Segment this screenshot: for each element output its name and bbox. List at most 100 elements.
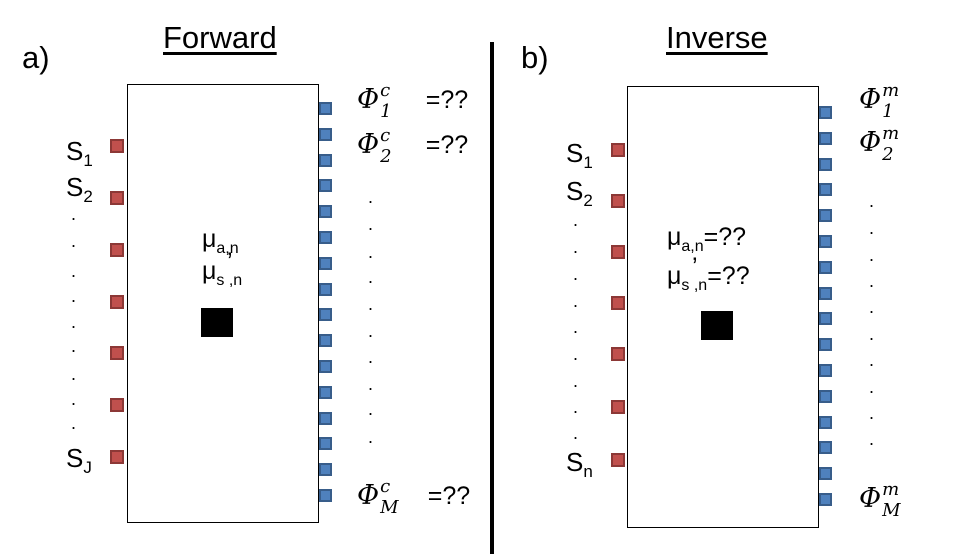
inverse-source-label-2: S2 [566, 178, 593, 214]
source-optode [611, 400, 625, 414]
inverse-source-label-1: S1 [566, 140, 593, 176]
detector-optode [819, 364, 832, 377]
source-subscript: J [83, 458, 92, 477]
detector-optode [819, 390, 832, 403]
detector-optode [819, 183, 832, 196]
forward-scattering-label: μs ,n [202, 258, 242, 294]
ellipsis-dot: . [573, 397, 579, 417]
detector-optode [319, 463, 332, 476]
phi-subscript: 1 [380, 101, 392, 122]
inverse-source-label-n: Sn [566, 449, 593, 485]
detector-optode [319, 334, 332, 347]
ellipsis-dot: . [869, 324, 875, 344]
detector-optode [819, 441, 832, 454]
phi-superscript: m [882, 80, 900, 101]
ellipsis-dot: . [573, 210, 579, 230]
mu-a-subscript: a,n [681, 238, 704, 255]
source-subscript: 1 [583, 153, 593, 172]
phi-symbol: Φ [357, 480, 380, 511]
source-optode [611, 296, 625, 310]
ellipsis-dot: . [573, 291, 579, 311]
detector-optode [319, 102, 332, 115]
ellipsis-dot: . [869, 297, 875, 317]
detector-optode [819, 467, 832, 480]
panel-label-b: b) [521, 40, 549, 75]
source-subscript: n [583, 462, 593, 481]
forward-source-label-1: S1 [66, 138, 93, 174]
ellipsis-dot: . [71, 261, 77, 281]
detector-optode [319, 128, 332, 141]
mu-a-value: =?? [703, 223, 747, 251]
detector-optode [319, 360, 332, 373]
source-optode [110, 295, 124, 309]
detector-optode [819, 158, 832, 171]
phi-subscript: 2 [882, 144, 894, 165]
forward-target-inclusion [201, 308, 233, 337]
ellipsis-dot: . [368, 427, 374, 447]
phi-symbol: Φ [859, 483, 882, 514]
forward-prime-mark: ’ [227, 248, 233, 276]
ellipsis-dot: . [869, 271, 875, 291]
panel-divider [490, 42, 494, 554]
detector-optode [319, 154, 332, 167]
forward-source-label-j: SJ [66, 445, 92, 481]
ellipsis-dot: . [368, 374, 374, 394]
source-letter: S [66, 172, 84, 202]
detector-optode [819, 106, 832, 119]
ellipsis-dot: . [573, 317, 579, 337]
source-letter: S [66, 443, 84, 473]
phi-subscript: 2 [380, 146, 392, 167]
detector-optode [319, 489, 332, 502]
inverse-medium-box [627, 86, 819, 528]
source-optode [110, 139, 124, 153]
detector-optode [819, 312, 832, 325]
panel-label-a: a) [22, 40, 50, 75]
ellipsis-dot: . [368, 399, 374, 419]
detector-optode [819, 416, 832, 429]
phi-symbol: Φ [357, 84, 380, 115]
phi-superscript: m [882, 479, 900, 500]
ellipsis-dot: . [71, 231, 77, 251]
detector-optode [819, 235, 832, 248]
phi-superscript: c [380, 125, 391, 146]
detector-optode [319, 179, 332, 192]
ellipsis-dot: . [869, 429, 875, 449]
detector-optode [319, 412, 332, 425]
phi-superscript: c [380, 476, 391, 497]
source-subscript: 2 [583, 191, 593, 210]
detector-optode [819, 261, 832, 274]
ellipsis-dot: . [71, 204, 77, 224]
mu-symbol: μ [202, 225, 217, 253]
ellipsis-dot: . [869, 245, 875, 265]
ellipsis-dot: . [71, 312, 77, 332]
detector-optode [319, 257, 332, 270]
phi-subscript: M [882, 500, 901, 521]
ellipsis-dot: . [368, 321, 374, 341]
ellipsis-dot: . [71, 364, 77, 384]
source-optode [611, 194, 625, 208]
ellipsis-dot: . [869, 350, 875, 370]
ellipsis-dot: . [573, 237, 579, 257]
mu-symbol: μ [202, 257, 217, 285]
phi-value: =?? [425, 86, 469, 114]
ellipsis-dot: . [368, 187, 374, 207]
mu-symbol: μ [667, 223, 682, 251]
detector-optode [819, 209, 832, 222]
detector-optode [319, 283, 332, 296]
detector-optode [819, 493, 832, 506]
source-letter: S [566, 138, 584, 168]
mu-a-subscript: a,n [216, 240, 239, 257]
detector-optode [319, 386, 332, 399]
ellipsis-dot: . [368, 294, 374, 314]
ellipsis-dot: . [573, 423, 579, 443]
phi-superscript: m [882, 123, 900, 144]
source-subscript: 1 [83, 151, 93, 170]
source-letter: S [66, 136, 84, 166]
ellipsis-dot: . [71, 389, 77, 409]
ellipsis-dot: . [869, 218, 875, 238]
inverse-prime-mark: ’ [692, 253, 698, 281]
phi-value: =?? [427, 482, 471, 510]
